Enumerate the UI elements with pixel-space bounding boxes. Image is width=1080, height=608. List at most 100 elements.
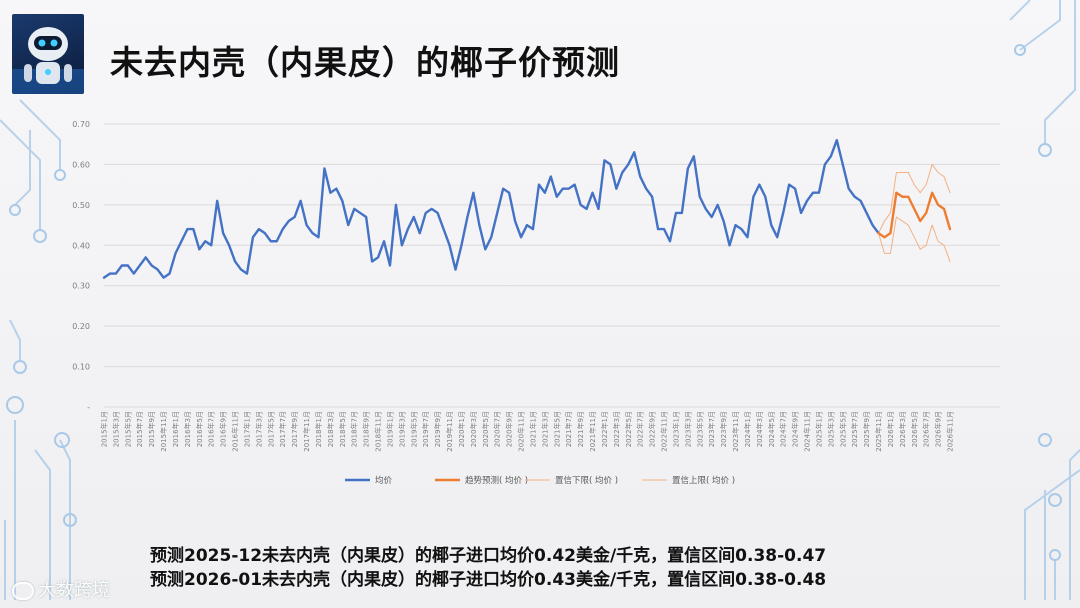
y-tick-label: 0.10 xyxy=(72,363,90,372)
x-tick-label: 2019年7月 xyxy=(421,411,430,447)
x-tick-label: 2020年9月 xyxy=(505,411,514,447)
page-title: 未去内壳（内果皮）的椰子价预测 xyxy=(110,43,620,82)
x-tick-label: 2017年3月 xyxy=(254,411,263,447)
x-tick-label: 2025年11月 xyxy=(874,411,883,452)
y-tick-label: 0.40 xyxy=(72,241,90,250)
x-tick-label: 2023年11月 xyxy=(731,411,740,452)
x-tick-label: 2023年9月 xyxy=(719,411,728,447)
robot-avatar-icon xyxy=(12,14,84,94)
x-tick-label: 2019年11月 xyxy=(445,411,454,452)
x-tick-label: 2016年1月 xyxy=(171,411,180,447)
x-tick-label: 2021年11月 xyxy=(588,411,597,452)
x-tick-label: 2025年7月 xyxy=(850,411,859,447)
x-tick-label: 2026年5月 xyxy=(910,411,919,447)
x-tick-label: 2018年11月 xyxy=(374,411,383,452)
x-tick-label: 2021年9月 xyxy=(576,411,585,447)
x-tick-label: 2017年1月 xyxy=(242,411,251,447)
x-tick-label: 2015年7月 xyxy=(135,411,144,447)
x-tick-label: 2020年1月 xyxy=(457,411,466,447)
y-tick-label: - xyxy=(87,403,90,412)
x-tick-label: 2025年9月 xyxy=(862,411,871,447)
x-tick-label: 2022年1月 xyxy=(600,411,609,447)
x-tick-label: 2019年3月 xyxy=(397,411,406,447)
x-axis: 2015年1月 2015年3月 2015年5月 2015年7月 2015年9月 2015年… xyxy=(100,411,955,452)
x-tick-label: 2026年3月 xyxy=(898,411,907,447)
x-tick-label: 2017年7月 xyxy=(278,411,287,447)
watermark: 大数跨境 xyxy=(12,576,110,602)
y-axis: - 0.10 0.20 0.30 0.40 0.50 0.60 0.70 xyxy=(72,120,90,412)
x-tick-label: 2025年1月 xyxy=(814,411,823,447)
y-tick-label: 0.20 xyxy=(72,322,90,331)
x-tick-label: 2020年3月 xyxy=(469,411,478,447)
x-tick-label: 2020年11月 xyxy=(517,411,526,452)
x-tick-label: 2019年9月 xyxy=(433,411,442,447)
x-tick-label: 2023年1月 xyxy=(671,411,680,447)
watermark-text: 大数跨境 xyxy=(38,580,110,601)
legend-label: 置信下限( 均价 ) xyxy=(555,475,618,486)
series-line-0 xyxy=(102,138,880,279)
x-tick-label: 2016年3月 xyxy=(183,411,192,447)
x-tick-label: 2024年1月 xyxy=(743,411,752,447)
series-line-2 xyxy=(878,216,951,262)
x-tick-label: 2016年5月 xyxy=(195,411,204,447)
x-tick-label: 2023年3月 xyxy=(683,411,692,447)
y-tick-label: 0.50 xyxy=(72,201,90,210)
x-tick-label: 2018年3月 xyxy=(326,411,335,447)
x-tick-label: 2020年7月 xyxy=(493,411,502,447)
x-tick-label: 2026年7月 xyxy=(922,411,931,447)
x-tick-label: 2018年9月 xyxy=(362,411,371,447)
x-tick-label: 2026年9月 xyxy=(934,411,943,447)
x-tick-label: 2018年1月 xyxy=(314,411,323,447)
series-line-1 xyxy=(877,191,952,239)
x-tick-label: 2023年7月 xyxy=(707,411,716,447)
x-tick-label: 2022年3月 xyxy=(612,411,621,447)
forecast-note-1: 预测2025-12未去内壳（内果皮）的椰子进口均价0.42美金/千克，置信区间0… xyxy=(150,546,827,566)
x-tick-label: 2018年5月 xyxy=(338,411,347,447)
x-tick-label: 2015年1月 xyxy=(100,411,109,447)
x-tick-label: 2024年11月 xyxy=(803,411,812,452)
x-tick-label: 2017年5月 xyxy=(266,411,275,447)
x-tick-label: 2022年9月 xyxy=(648,411,657,447)
x-tick-label: 2017年11月 xyxy=(302,411,311,452)
x-tick-label: 2024年3月 xyxy=(755,411,764,447)
y-tick-label: 0.60 xyxy=(72,160,90,169)
x-tick-label: 2016年9月 xyxy=(219,411,228,447)
x-tick-label: 2022年5月 xyxy=(624,411,633,447)
watermark-logo-icon xyxy=(12,582,34,600)
legend-label: 趋势预测( 均价 ) xyxy=(465,475,528,486)
chart-series xyxy=(102,138,952,279)
x-tick-label: 2019年1月 xyxy=(385,411,394,447)
x-tick-label: 2025年3月 xyxy=(826,411,835,447)
chart-legend: 均价 趋势预测( 均价 ) 置信下限( 均价 ) 置信上限( 均价 ) xyxy=(345,475,735,486)
x-tick-label: 2018年7月 xyxy=(350,411,359,447)
forecast-note-2: 预测2026-01未去内壳（内果皮）的椰子进口均价0.43美金/千克，置信区间0… xyxy=(150,570,827,590)
x-tick-label: 2026年11月 xyxy=(946,411,955,452)
x-tick-label: 2019年5月 xyxy=(409,411,418,447)
legend-label: 置信上限( 均价 ) xyxy=(672,475,735,486)
legend-label: 均价 xyxy=(375,475,393,486)
x-tick-label: 2024年9月 xyxy=(791,411,800,447)
x-tick-label: 2021年3月 xyxy=(540,411,549,447)
line-chart: -0.100.200.300.400.500.600.70 2015年1月 201… xyxy=(72,120,1000,486)
x-tick-label: 2015年9月 xyxy=(147,411,156,447)
x-tick-label: 2023年5月 xyxy=(695,411,704,447)
y-tick-label: 0.30 xyxy=(72,282,90,291)
x-tick-label: 2021年7月 xyxy=(564,411,573,447)
x-tick-label: 2016年7月 xyxy=(207,411,216,447)
x-tick-label: 2016年11月 xyxy=(231,411,240,452)
x-tick-label: 2021年5月 xyxy=(552,411,561,447)
x-tick-label: 2015年11月 xyxy=(159,411,168,452)
x-tick-label: 2024年7月 xyxy=(779,411,788,447)
x-tick-label: 2021年1月 xyxy=(528,411,537,447)
x-tick-label: 2017年9月 xyxy=(290,411,299,447)
chart-gridlines xyxy=(104,123,1000,408)
x-tick-label: 2022年11月 xyxy=(660,411,669,452)
x-tick-label: 2026年1月 xyxy=(886,411,895,447)
series-line-3 xyxy=(878,163,951,234)
x-tick-label: 2025年5月 xyxy=(838,411,847,447)
x-tick-label: 2015年5月 xyxy=(123,411,132,447)
y-tick-label: 0.70 xyxy=(72,120,90,129)
x-tick-label: 2020年5月 xyxy=(481,411,490,447)
